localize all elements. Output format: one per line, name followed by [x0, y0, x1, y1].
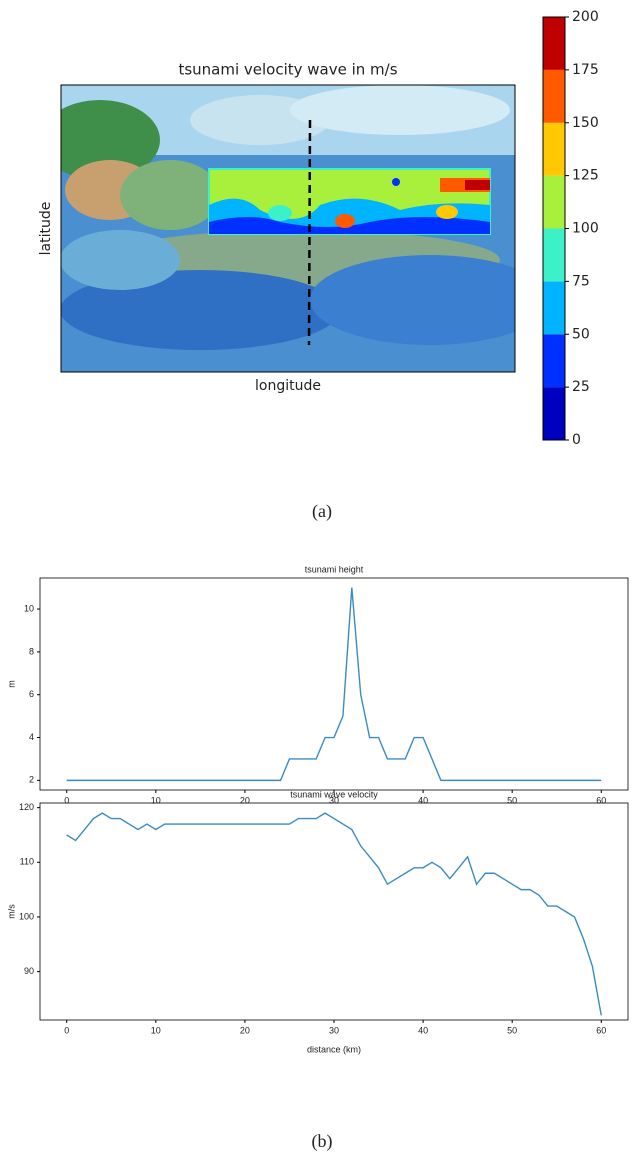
y-tick-label: 2 [29, 775, 34, 785]
y-axis-label: m [6, 680, 16, 688]
x-tick-label: 20 [240, 1025, 250, 1035]
colorbar-band [543, 176, 565, 229]
plot-frame [40, 578, 628, 790]
y-tick-label: 100 [19, 911, 34, 921]
chart-title: tsunami velocity wave in m/s [178, 61, 397, 79]
x-tick-label: 40 [418, 795, 428, 805]
plot-frame [40, 803, 628, 1020]
colorbar-tick-label: 100 [572, 221, 599, 237]
y-tick-label: 6 [29, 689, 34, 699]
x-tick-label: 10 [151, 1025, 161, 1035]
x-tick-label: 10 [151, 795, 161, 805]
colorbar-band [543, 334, 565, 387]
colorbar-tick-label: 75 [572, 273, 590, 289]
x-tick-label: 40 [418, 1025, 428, 1035]
colorbar-tick-label: 150 [572, 115, 599, 131]
x-tick-label: 50 [507, 1025, 517, 1035]
figure: (a) (b) tsunami velocity wave in m/s long… [0, 0, 643, 1158]
line [67, 588, 602, 781]
colorbar-tick-label: 0 [572, 432, 581, 448]
line [67, 813, 602, 1015]
colorbar-tick-label: 200 [572, 9, 599, 25]
chart-title: tsunami wave velocity [290, 789, 378, 799]
caption: (b) [312, 1131, 333, 1152]
y-tick-label: 90 [24, 966, 34, 976]
colorbar-tick-label: 125 [572, 168, 599, 184]
caption: (a) [312, 501, 332, 522]
y-axis-label: m/s [6, 904, 16, 919]
x-axis-label: longitude [255, 378, 321, 394]
y-tick-label: 10 [24, 603, 34, 613]
colorbar-band [543, 387, 565, 440]
x-tick-label: 30 [329, 1025, 339, 1035]
chart-title: tsunami height [305, 564, 364, 574]
x-tick-label: 20 [240, 795, 250, 805]
colorbar-band [543, 70, 565, 123]
colorbar-tick-label: 50 [572, 326, 590, 342]
page: {"chart_data": [ {"type": "map", "title"… [0, 0, 643, 1158]
colorbar-band [543, 123, 565, 176]
body: (a) (b) tsunami velocity wave in m/s long… [0, 0, 643, 1158]
map-image [40, 85, 550, 372]
y-axis-label: latitude [38, 202, 54, 256]
y-tick-label: 8 [29, 646, 34, 656]
y-tick-label: 110 [20, 857, 34, 867]
x-tick-label: 50 [507, 795, 517, 805]
x-tick-label: 0 [64, 795, 69, 805]
colorbar-tick-label: 175 [572, 62, 599, 78]
x-axis-label: distance (km) [307, 1044, 361, 1054]
colorbar-band [543, 229, 565, 282]
x-tick-label: 60 [596, 795, 606, 805]
x-tick-label: 0 [64, 1025, 69, 1035]
x-tick-label: 60 [596, 1025, 606, 1035]
colorbar-tick-label: 25 [572, 379, 590, 395]
colorbar-band [543, 17, 565, 70]
y-tick-label: 4 [29, 732, 34, 742]
colorbar-band [543, 281, 565, 334]
y-tick-label: 120 [19, 802, 34, 812]
